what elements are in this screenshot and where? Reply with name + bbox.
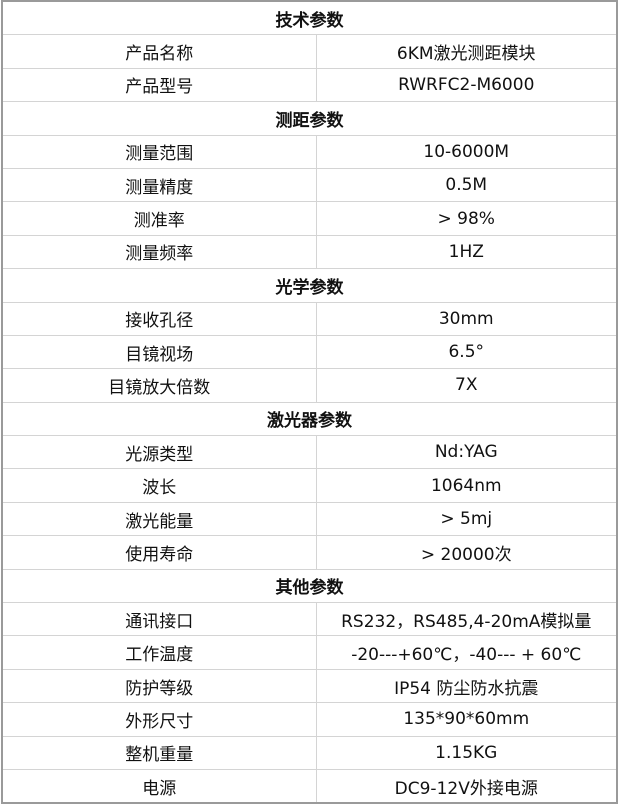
- table-row: 整机重量 1.15KG: [1, 735, 618, 770]
- param-value: Nd:YAG: [315, 435, 618, 470]
- param-name: 波长: [1, 468, 317, 503]
- param-name: 接收孔径: [1, 301, 317, 336]
- section-header-row: 激光器参数: [1, 401, 618, 437]
- param-name: 目镜视场: [1, 334, 317, 370]
- table-row: 波长 1064nm: [1, 468, 618, 503]
- param-value: 6KM激光测距模块: [315, 34, 618, 69]
- param-name: 目镜放大倍数: [1, 368, 317, 403]
- table-row: 防护等级 IP54 防尘防水抗震: [1, 668, 618, 704]
- param-name: 电源: [1, 768, 317, 804]
- section-header-row: 技术参数: [1, 0, 618, 36]
- table-row: 目镜放大倍数 7X: [1, 368, 618, 403]
- param-name: 外形尺寸: [1, 702, 317, 737]
- param-name: 测量精度: [1, 167, 317, 203]
- param-value: IP54 防尘防水抗震: [315, 668, 618, 704]
- param-value: 1.15KG: [315, 735, 618, 770]
- table-row: 接收孔径 30mm: [1, 301, 618, 336]
- table-row: 测量频率 1HZ: [1, 234, 618, 270]
- section-header-row: 测距参数: [1, 101, 618, 136]
- param-value: DC9-12V外接电源: [315, 768, 618, 804]
- table-row: 工作温度 -20---+60℃，-40--- + 60℃: [1, 635, 618, 670]
- param-name: 光源类型: [1, 435, 317, 470]
- section-header-row: 光学参数: [1, 268, 618, 303]
- param-value: > 20000次: [315, 535, 618, 570]
- param-value: 0.5M: [315, 167, 618, 203]
- table-row: 激光能量 > 5mj: [1, 501, 618, 537]
- table-row: 通讯接口 RS232，RS485,4-20mA模拟量: [1, 602, 618, 637]
- section-title: 技术参数: [1, 0, 618, 36]
- param-value: 6.5°: [315, 334, 618, 370]
- param-name: 测量频率: [1, 234, 317, 270]
- param-value: > 5mj: [315, 501, 618, 537]
- param-name: 产品型号: [1, 67, 317, 103]
- section-header-row: 其他参数: [1, 568, 618, 604]
- table-row: 测量精度 0.5M: [1, 167, 618, 203]
- param-value: 1064nm: [315, 468, 618, 503]
- table-row: 测准率 > 98%: [1, 201, 618, 236]
- param-name: 测量范围: [1, 134, 317, 169]
- param-value: 30mm: [315, 301, 618, 336]
- param-name: 通讯接口: [1, 602, 317, 637]
- param-value: 1HZ: [315, 234, 618, 270]
- table-row: 测量范围 10-6000M: [1, 134, 618, 169]
- section-title: 测距参数: [1, 101, 618, 136]
- param-value: 135*90*60mm: [315, 702, 618, 737]
- table-row: 产品名称 6KM激光测距模块: [1, 34, 618, 69]
- param-value: RS232，RS485,4-20mA模拟量: [315, 602, 618, 637]
- table-row: 光源类型 Nd:YAG: [1, 435, 618, 470]
- param-name: 工作温度: [1, 635, 317, 670]
- section-title: 光学参数: [1, 268, 618, 303]
- param-value: RWRFC2-M6000: [315, 67, 618, 103]
- table-row: 外形尺寸 135*90*60mm: [1, 702, 618, 737]
- param-name: 整机重量: [1, 735, 317, 770]
- section-title: 激光器参数: [1, 401, 618, 437]
- param-value: 7X: [315, 368, 618, 403]
- param-name: 产品名称: [1, 34, 317, 69]
- param-value: -20---+60℃，-40--- + 60℃: [315, 635, 618, 670]
- table-row: 目镜视场 6.5°: [1, 334, 618, 370]
- section-title: 其他参数: [1, 568, 618, 604]
- param-value: > 98%: [315, 201, 618, 236]
- table-row: 使用寿命 > 20000次: [1, 535, 618, 570]
- param-value: 10-6000M: [315, 134, 618, 169]
- table-row: 电源 DC9-12V外接电源: [1, 768, 618, 804]
- param-name: 测准率: [1, 201, 317, 236]
- table-row: 产品型号 RWRFC2-M6000: [1, 67, 618, 103]
- param-name: 防护等级: [1, 668, 317, 704]
- param-name: 激光能量: [1, 501, 317, 537]
- param-name: 使用寿命: [1, 535, 317, 570]
